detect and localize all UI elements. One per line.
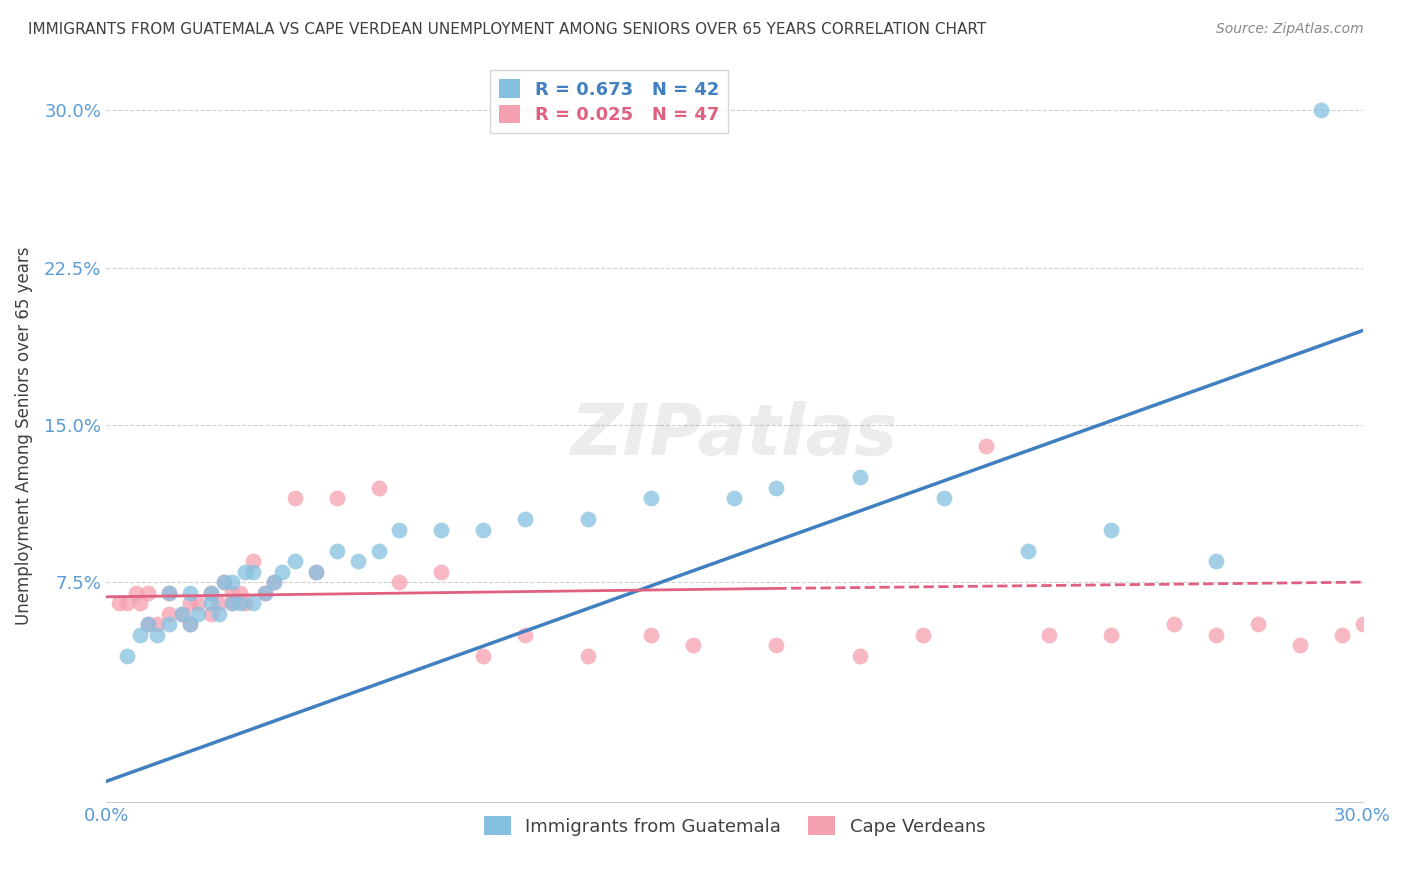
Point [1205,554,1227,568]
Text: IMMIGRANTS FROM GUATEMALA VS CAPE VERDEAN UNEMPLOYMENT AMONG SENIORS OVER 65 YEA: IMMIGRANTS FROM GUATEMALA VS CAPE VERDEA… [28,22,987,37]
Point [124,585,146,599]
Point [305,565,328,579]
Point [576,512,599,526]
Point [179,617,201,632]
Point [271,565,294,579]
Point [208,596,231,610]
Point [221,596,243,610]
Point [157,585,180,599]
Point [1017,543,1039,558]
Point [284,554,307,568]
Point [136,617,159,632]
Point [136,617,159,632]
Point [208,607,231,621]
Point [1099,523,1122,537]
Point [229,585,252,599]
Point [640,491,662,506]
Point [128,596,150,610]
Point [974,439,997,453]
Point [145,627,167,641]
Point [1309,103,1331,118]
Point [170,607,193,621]
Point [242,554,264,568]
Y-axis label: Unemployment Among Seniors over 65 years: Unemployment Among Seniors over 65 years [15,246,32,624]
Point [576,648,599,663]
Point [765,481,787,495]
Point [200,585,222,599]
Point [325,543,347,558]
Point [145,617,167,632]
Point [263,575,285,590]
Point [284,491,307,506]
Point [187,596,209,610]
Point [682,638,704,652]
Point [1351,617,1374,632]
Point [200,596,222,610]
Point [221,575,243,590]
Point [263,575,285,590]
Point [179,585,201,599]
Point [430,523,453,537]
Point [212,575,235,590]
Point [136,585,159,599]
Point [221,585,243,599]
Point [108,596,131,610]
Point [254,585,277,599]
Point [1038,627,1060,641]
Point [117,648,139,663]
Point [187,607,209,621]
Point [723,491,745,506]
Point [911,627,934,641]
Point [388,523,411,537]
Point [212,575,235,590]
Point [305,565,328,579]
Point [1247,617,1270,632]
Point [472,648,495,663]
Point [221,596,243,610]
Point [388,575,411,590]
Point [229,596,252,610]
Point [233,596,256,610]
Point [117,596,139,610]
Point [765,638,787,652]
Point [325,491,347,506]
Point [513,627,536,641]
Point [367,481,389,495]
Point [849,648,872,663]
Point [157,585,180,599]
Point [346,554,368,568]
Point [849,470,872,484]
Point [254,585,277,599]
Legend: Immigrants from Guatemala, Cape Verdeans: Immigrants from Guatemala, Cape Verdeans [475,807,994,845]
Point [157,617,180,632]
Point [157,607,180,621]
Point [170,607,193,621]
Point [242,596,264,610]
Point [932,491,955,506]
Point [513,512,536,526]
Point [179,596,201,610]
Point [1330,627,1353,641]
Point [179,617,201,632]
Point [430,565,453,579]
Point [640,627,662,641]
Point [233,565,256,579]
Point [1099,627,1122,641]
Point [200,585,222,599]
Point [128,627,150,641]
Text: ZIPatlas: ZIPatlas [571,401,898,470]
Point [1288,638,1310,652]
Text: Source: ZipAtlas.com: Source: ZipAtlas.com [1216,22,1364,37]
Point [1205,627,1227,641]
Point [242,565,264,579]
Point [1163,617,1185,632]
Point [200,607,222,621]
Point [367,543,389,558]
Point [472,523,495,537]
